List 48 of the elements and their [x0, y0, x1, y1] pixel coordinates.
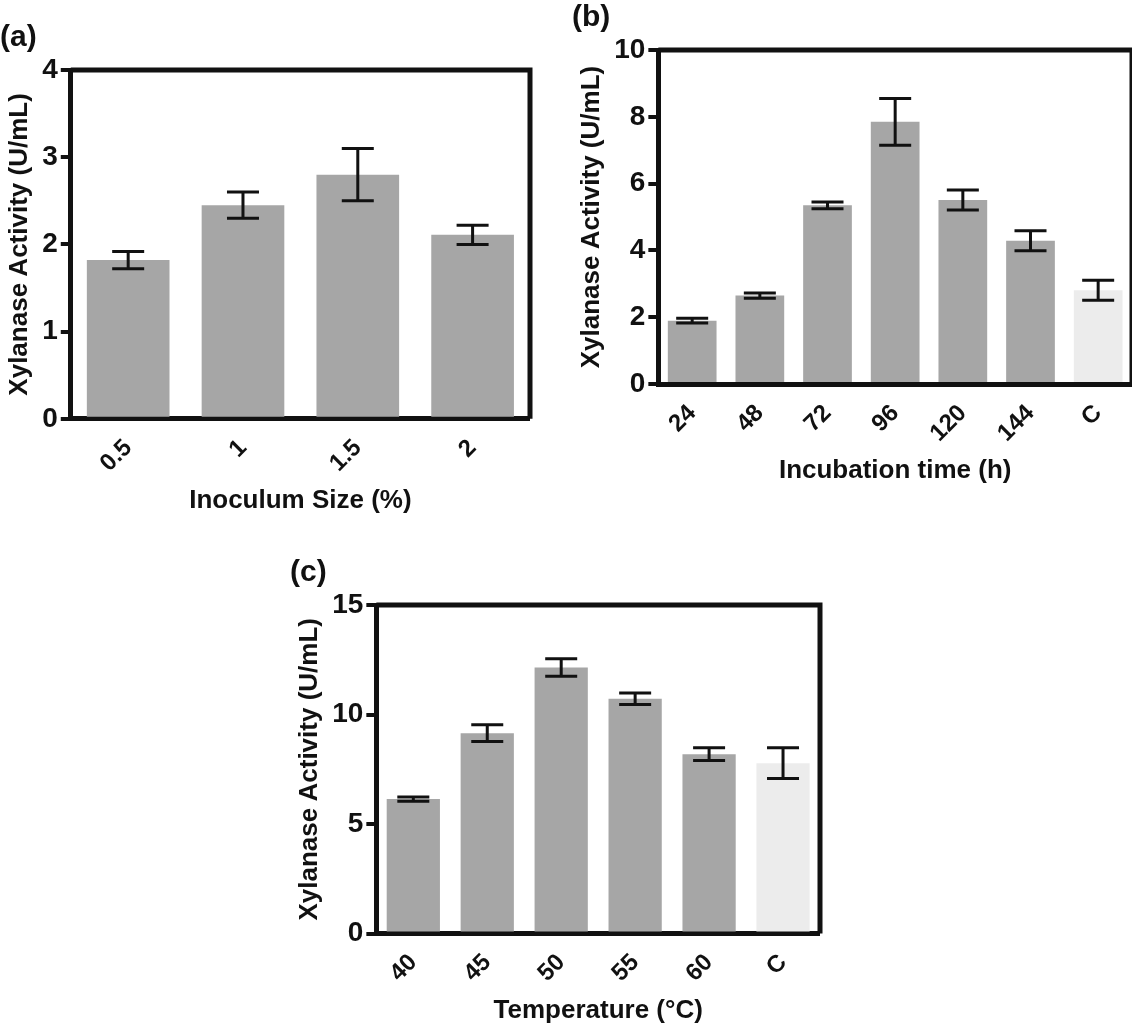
bar: [1073, 290, 1123, 383]
y-axis-title: Xylanase Activity (U/mL): [574, 65, 605, 369]
bar: [1006, 240, 1055, 383]
x-axis-title: Incubation time (h): [778, 453, 1012, 484]
y-tick-label: 8: [629, 99, 646, 131]
y-axis-title: Xylanase Activity (U/mL): [2, 93, 33, 396]
y-tick-label: 6: [629, 166, 646, 198]
chart-title: (b): [572, 0, 611, 33]
y-tick-label: 4: [629, 233, 646, 265]
bar: [735, 295, 785, 383]
x-tick-label: C: [1075, 398, 1107, 430]
y-tick-label: 3: [42, 139, 58, 171]
y-tick-label: 15: [332, 587, 364, 619]
bar: [938, 200, 988, 383]
bar: [803, 205, 852, 383]
x-tick-label: 50: [531, 947, 570, 986]
y-axis-title: Xylanase Activity (U/mL): [292, 618, 323, 921]
chart-title: (a): [0, 19, 37, 53]
y-tick-label: 0: [629, 366, 646, 398]
x-tick-label: 144: [991, 397, 1040, 446]
x-tick-label: 45: [457, 947, 496, 986]
y-tick-label: 2: [42, 227, 58, 259]
x-tick-label: 1: [222, 433, 252, 462]
bar: [870, 121, 920, 383]
x-tick-label: 24: [662, 397, 701, 437]
x-tick-label: 55: [605, 947, 644, 986]
x-tick-label: 72: [797, 398, 836, 437]
x-tick-label: 2: [452, 433, 481, 462]
x-tick-label: 96: [865, 398, 904, 437]
x-tick-label: 1.5: [323, 433, 367, 476]
y-tick-label: 1: [42, 314, 58, 346]
x-tick-label: 0.5: [93, 433, 137, 476]
y-tick-label: 4: [42, 52, 59, 84]
x-tick-label: 48: [730, 398, 769, 437]
y-tick-label: 2: [629, 300, 646, 332]
x-tick-label: 60: [679, 947, 718, 986]
y-tick-label: 10: [614, 32, 646, 64]
y-tick-label: 0: [347, 916, 364, 948]
x-tick-label: 40: [383, 947, 422, 986]
y-tick-label: 5: [347, 806, 364, 838]
y-tick-label: 10: [332, 697, 364, 729]
bar: [667, 320, 717, 383]
x-tick-label: 120: [923, 398, 972, 446]
chart-title: (c): [290, 554, 327, 588]
y-tick-label: 0: [42, 401, 58, 433]
x-axis-title: Temperature (°C): [493, 993, 703, 1024]
x-tick-label: C: [759, 947, 792, 980]
x-axis-title: Inoculum Size (%): [189, 483, 412, 514]
